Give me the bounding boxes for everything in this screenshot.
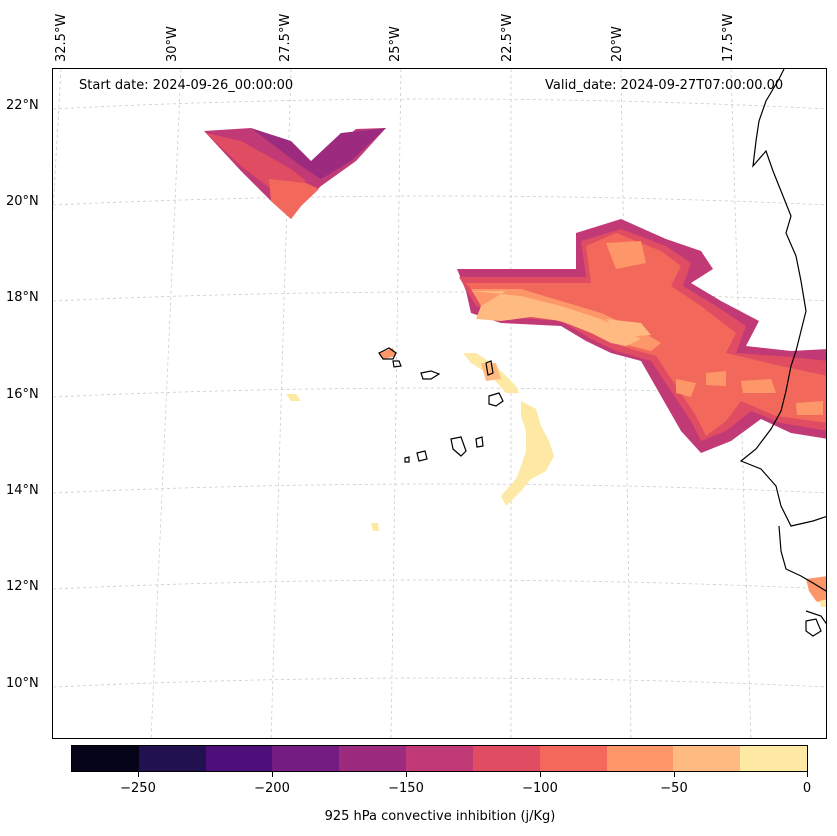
- gridline-lat-20: [53, 195, 826, 206]
- colorbar-swatch-1: [138, 746, 206, 771]
- lat-label-18N: 18°N: [6, 290, 39, 305]
- colorbar-tick-label: 0: [802, 781, 812, 796]
- colorbar-swatch-8: [606, 746, 674, 771]
- valid-date-label: Valid_date: 2024-09-27T07:00:00.00: [545, 78, 784, 93]
- colorbar-swatch-0: [72, 746, 139, 771]
- colorbar-tick: [540, 772, 541, 777]
- colorbar-swatch-5: [406, 746, 473, 771]
- island-santo-antao: [378, 347, 397, 360]
- colorbar: [71, 745, 808, 772]
- lon-label-25W: 25°W: [388, 26, 403, 62]
- gridline-lat-12: [53, 579, 826, 590]
- colorbar-tick-label: −50: [660, 781, 688, 796]
- colorbar-swatch-9: [673, 746, 741, 771]
- lon-label-30W: 30°W: [165, 26, 180, 62]
- lon-label-20W: 20°W: [610, 26, 625, 62]
- cin-region-islands: [286, 348, 826, 607]
- gridline-lat-10: [53, 677, 826, 688]
- colorbar-tick: [406, 772, 407, 777]
- colorbar-tick-label: −100: [522, 781, 558, 796]
- lat-label-12N: 12°N: [6, 579, 39, 594]
- colorbar-tick: [138, 772, 139, 777]
- gridline-lon-30: [150, 69, 182, 738]
- colorbar-swatch-10: [740, 746, 807, 771]
- gridline-lon-17.5: [730, 69, 752, 738]
- colorbar-swatch-4: [339, 746, 407, 771]
- gridlines: [53, 69, 826, 738]
- island-fogo: [416, 450, 428, 462]
- bijagos-islands: [805, 618, 822, 637]
- colorbar-tick: [807, 772, 808, 777]
- gridline-lat-16: [53, 387, 826, 398]
- island-brava: [404, 456, 410, 463]
- island-maio: [475, 436, 484, 448]
- gridline-lat-14: [53, 483, 826, 494]
- gridline-lat-22: [53, 98, 826, 110]
- colorbar-tick-label: −150: [388, 781, 424, 796]
- lat-label-10N: 10°N: [6, 676, 39, 691]
- island-sao-vicente: [392, 360, 402, 368]
- lon-label-27.5W: 27.5°W: [278, 13, 293, 62]
- lon-label-32.5W: 32.5°W: [54, 13, 69, 62]
- coastlines: [378, 69, 826, 637]
- colorbar-swatch-6: [472, 746, 540, 771]
- map-canvas: [53, 69, 826, 738]
- lon-label-17.5W: 17.5°W: [721, 13, 736, 62]
- start-date-label: Start date: 2024-09-26_00:00:00: [79, 78, 294, 93]
- lon-label-22.5W: 22.5°W: [500, 13, 515, 62]
- africa-coastline: [739, 69, 826, 625]
- map-panel: [52, 68, 827, 739]
- colorbar-swatch-3: [272, 746, 340, 771]
- gridline-lon-32.5: [53, 69, 62, 212]
- cin-region-northwest: [204, 128, 386, 219]
- lat-label-20N: 20°N: [6, 194, 39, 209]
- colorbar-tick: [674, 772, 675, 777]
- colorbar-tick: [272, 772, 273, 777]
- lat-label-16N: 16°N: [6, 387, 39, 402]
- gridline-lon-20: [620, 69, 632, 738]
- lat-label-22N: 22°N: [6, 98, 39, 113]
- colorbar-swatch-2: [205, 746, 273, 771]
- island-sao-nicolau: [420, 370, 441, 380]
- island-sal: [485, 360, 494, 376]
- colorbar-title: 925 hPa convective inhibition (j/Kg): [324, 809, 556, 824]
- lat-label-14N: 14°N: [6, 483, 39, 498]
- colorbar-swatch-7: [539, 746, 607, 771]
- gridline-lon-27.5: [270, 69, 292, 738]
- island-boa-vista: [488, 392, 504, 407]
- colorbar-tick-label: −200: [254, 781, 290, 796]
- island-santiago: [450, 436, 467, 457]
- gridline-lat-18: [53, 291, 826, 302]
- gridline-lon-25: [390, 69, 402, 738]
- cin-region-east-band: [457, 219, 826, 453]
- colorbar-tick-label: −250: [120, 781, 156, 796]
